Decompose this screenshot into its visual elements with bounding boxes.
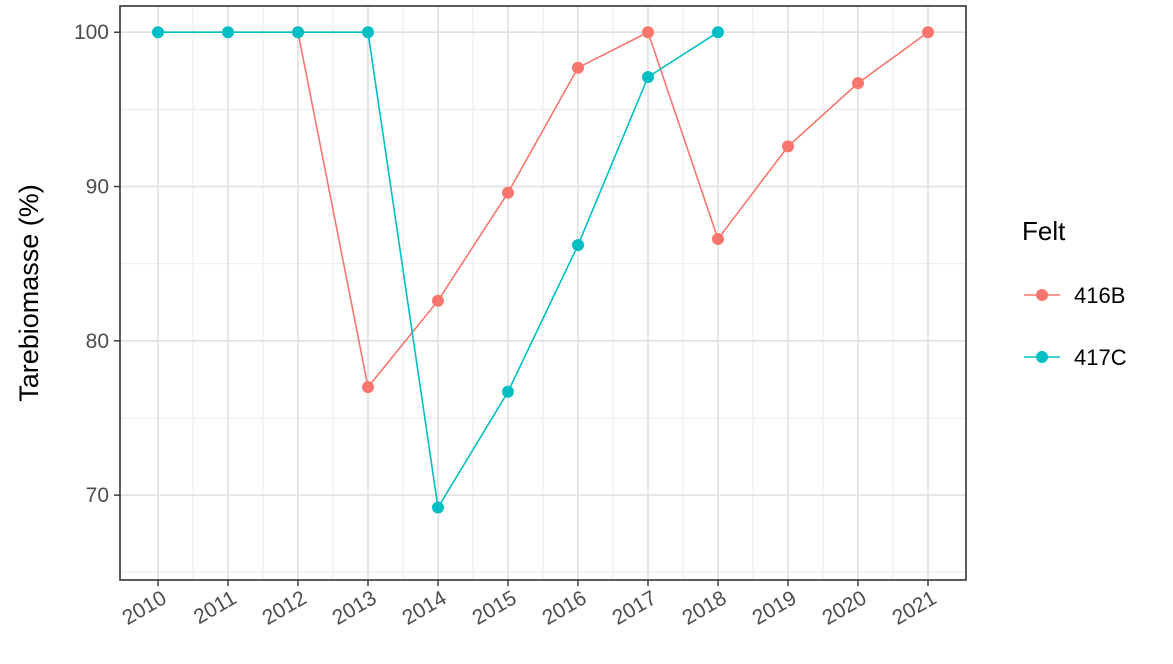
y-axis-title: Tarebiomasse (%): [14, 184, 44, 402]
data-point-417C-2010: [152, 26, 164, 39]
x-tick-label: 2015: [469, 586, 521, 629]
x-tick-label: 2020: [819, 586, 871, 629]
x-tick-label: 2010: [119, 586, 171, 629]
legend-key-point-416B: [1036, 289, 1048, 301]
x-tick-label: 2021: [889, 586, 941, 629]
minor-gridlines: [120, 6, 966, 580]
y-tick-label: 80: [86, 330, 109, 353]
x-tick-label: 2019: [749, 586, 801, 629]
panel-border: [119, 5, 967, 581]
data-point-417C-2011: [222, 26, 234, 39]
major-gridlines: [120, 6, 966, 580]
data-point-416B-2019: [782, 140, 794, 153]
x-tick-label: 2016: [539, 586, 591, 629]
data-point-417C-2013: [362, 26, 374, 39]
legend: Felt 416B 417C: [1022, 216, 1127, 370]
data-point-416B-2015: [502, 186, 514, 199]
y-tick-label: 100: [74, 21, 109, 44]
x-tick-label: 2018: [679, 586, 731, 629]
x-tick-label: 2011: [190, 586, 241, 629]
series-layer: [152, 26, 934, 514]
legend-label-416B: 416B: [1074, 283, 1125, 308]
legend-label-417C: 417C: [1074, 345, 1127, 370]
data-point-417C-2014: [432, 501, 444, 514]
data-point-417C-2012: [292, 26, 304, 39]
data-point-416B-2013: [362, 381, 374, 394]
data-point-417C-2017: [642, 70, 654, 83]
legend-key-point-417C: [1036, 351, 1048, 363]
data-point-417C-2016: [572, 239, 584, 252]
data-point-416B-2021: [922, 26, 934, 39]
data-point-417C-2015: [502, 385, 514, 398]
x-tick-label: 2014: [399, 586, 451, 629]
x-tick-label: 2013: [329, 586, 381, 629]
data-point-416B-2016: [572, 61, 584, 74]
x-axis-ticks: 2010 2011 2012 2013 2014 2015 2016 2017 2018 2019…: [119, 580, 941, 630]
data-point-416B-2017: [642, 26, 654, 39]
y-axis-ticks: 70 80 90 100: [74, 21, 120, 507]
y-tick-label: 70: [86, 484, 109, 507]
y-tick-label: 90: [86, 176, 109, 199]
data-point-416B-2020: [852, 77, 864, 90]
data-point-416B-2014: [432, 294, 444, 307]
series-line-416B: [297, 31, 929, 389]
x-tick-label: 2017: [609, 586, 661, 629]
data-point-416B-2018: [712, 232, 724, 245]
legend-title: Felt: [1022, 216, 1066, 246]
data-point-417C-2018: [712, 26, 724, 39]
x-tick-label: 2012: [259, 586, 311, 629]
